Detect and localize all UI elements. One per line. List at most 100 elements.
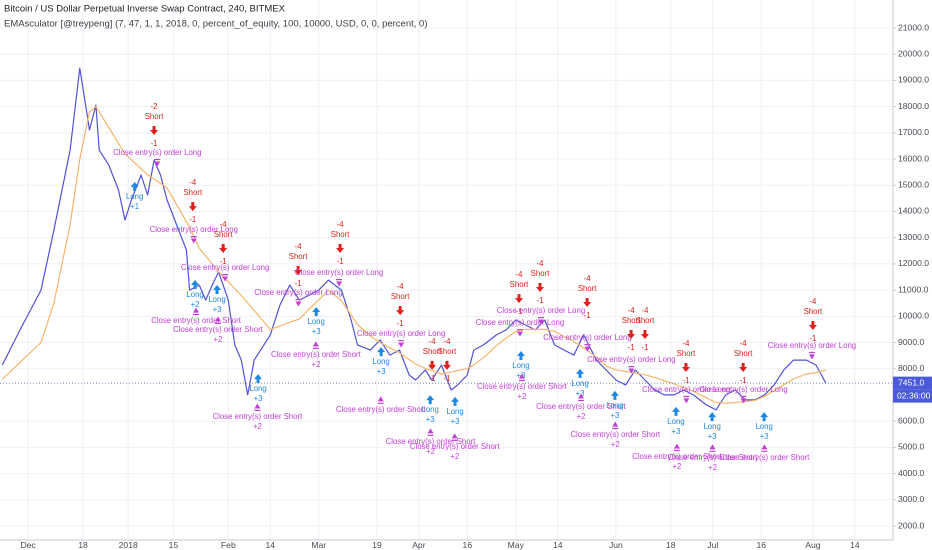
signal-label: Close entry(s) order Long	[150, 225, 238, 234]
close-marker	[537, 317, 544, 325]
close-marker	[612, 421, 619, 430]
signal-size: -1	[189, 215, 196, 224]
y-tick-label: 2000.0	[898, 520, 925, 530]
signal-label: Long	[446, 407, 463, 416]
short-arrow	[150, 126, 159, 136]
signal-label: Close entry(s) order Long	[181, 263, 269, 272]
long-arrow	[312, 307, 321, 317]
signal-size: -1	[516, 307, 523, 316]
signal-label: Close entry(s) order Short	[720, 453, 811, 462]
signal-size: +3	[451, 417, 460, 426]
signal-size: +2	[708, 463, 717, 472]
long-arrow	[213, 285, 222, 295]
signal-label: Short	[423, 347, 442, 356]
close-marker	[398, 340, 405, 348]
signal-qty: -4	[740, 339, 748, 348]
signal-size: +2	[450, 452, 459, 461]
short-arrow	[219, 244, 228, 254]
close-marker	[683, 395, 690, 404]
x-tick-label: May	[508, 540, 525, 550]
signal-label: Close entry(s) order Long	[295, 268, 383, 277]
signal-label: Close entry(s) order Short	[213, 412, 304, 421]
signal-size: -1	[740, 376, 747, 385]
signal-label: Long	[208, 295, 225, 304]
close-marker	[377, 396, 384, 404]
signal-label: Close entry(s) order Short	[410, 442, 501, 451]
signal-size: -1	[220, 257, 227, 266]
close-marker	[578, 393, 585, 402]
close-marker	[295, 298, 302, 307]
short-arrow	[681, 362, 690, 372]
signal-label: Short	[438, 347, 457, 356]
short-arrow	[336, 244, 345, 254]
short-arrow	[396, 306, 405, 316]
x-tick-label: Jun	[609, 540, 623, 550]
y-tick-label: 12000.0	[898, 258, 929, 268]
signal-size: +3	[760, 432, 769, 441]
signal-label: Long	[249, 384, 266, 393]
signal-label: Close entry(s) order Short	[336, 405, 427, 414]
chart-title: Bitcoin / US Dollar Perpetual Inverse Sw…	[4, 4, 286, 15]
signal-label: Short	[289, 252, 308, 261]
y-tick-label: 5000.0	[898, 442, 925, 452]
y-tick-label: 19000.0	[898, 75, 929, 85]
y-tick-label: 21000.0	[898, 22, 929, 32]
signal-size: -1	[537, 296, 544, 305]
y-tick-label: 6000.0	[898, 415, 925, 425]
signal-label: Short	[510, 280, 529, 289]
x-tick-label: Feb	[221, 540, 236, 550]
short-arrow	[627, 329, 636, 339]
signal-label: Long	[512, 361, 529, 370]
signal-label: Close entry(s) order Long	[642, 385, 730, 394]
close-marker	[154, 158, 161, 167]
x-tick-label: 14	[850, 540, 860, 550]
signal-label: Close entry(s) order Short	[668, 453, 759, 462]
signal-label: Close entry(s) order Long	[497, 306, 585, 315]
y-tick-label: 15000.0	[898, 180, 929, 190]
long-arrow	[426, 395, 435, 405]
signal-label: Short	[214, 230, 233, 239]
signal-label: Short	[734, 349, 753, 358]
x-tick-label: 14	[266, 540, 276, 550]
signal-size: -1	[628, 343, 635, 352]
x-tick-label: Mar	[311, 540, 326, 550]
x-tick-label: Aug	[805, 540, 821, 550]
long-arrow	[760, 412, 769, 422]
signal-size: -1	[584, 311, 591, 320]
signal-qty: -4	[641, 306, 649, 315]
signal-qty: -4	[189, 178, 197, 187]
long-arrow	[191, 280, 200, 290]
short-arrow	[808, 321, 817, 331]
close-marker	[709, 444, 716, 452]
signal-label: Close entry(s) order Long	[476, 318, 564, 327]
signal-size: -1	[641, 343, 648, 352]
close-marker	[808, 351, 815, 360]
signal-size: +2	[426, 447, 435, 456]
signal-qty: -4	[683, 339, 691, 348]
close-marker	[584, 344, 591, 352]
y-tick-label: 9000.0	[898, 337, 925, 347]
close-marker	[740, 395, 747, 404]
short-arrow	[294, 266, 303, 276]
close-marker	[190, 236, 197, 244]
signal-size: +2	[191, 300, 200, 309]
x-tick-label: Apr	[412, 540, 426, 550]
x-tick-label: 16	[463, 540, 473, 550]
long-arrow	[377, 347, 386, 357]
close-marker	[518, 373, 525, 382]
signal-label: Close entry(s) order Short	[477, 382, 568, 391]
long-arrow	[671, 406, 680, 416]
signal-label: Close entry(s) order Short	[632, 452, 723, 461]
short-arrow	[515, 294, 524, 304]
signal-size: +1	[130, 202, 139, 211]
series-line	[1, 67, 827, 411]
y-tick-label: 4000.0	[898, 468, 925, 478]
signal-qty: -4	[220, 220, 228, 229]
y-tick-label: 20000.0	[898, 48, 929, 58]
close-marker	[312, 341, 319, 349]
short-arrow	[583, 297, 592, 307]
signal-label: Short	[578, 284, 597, 293]
